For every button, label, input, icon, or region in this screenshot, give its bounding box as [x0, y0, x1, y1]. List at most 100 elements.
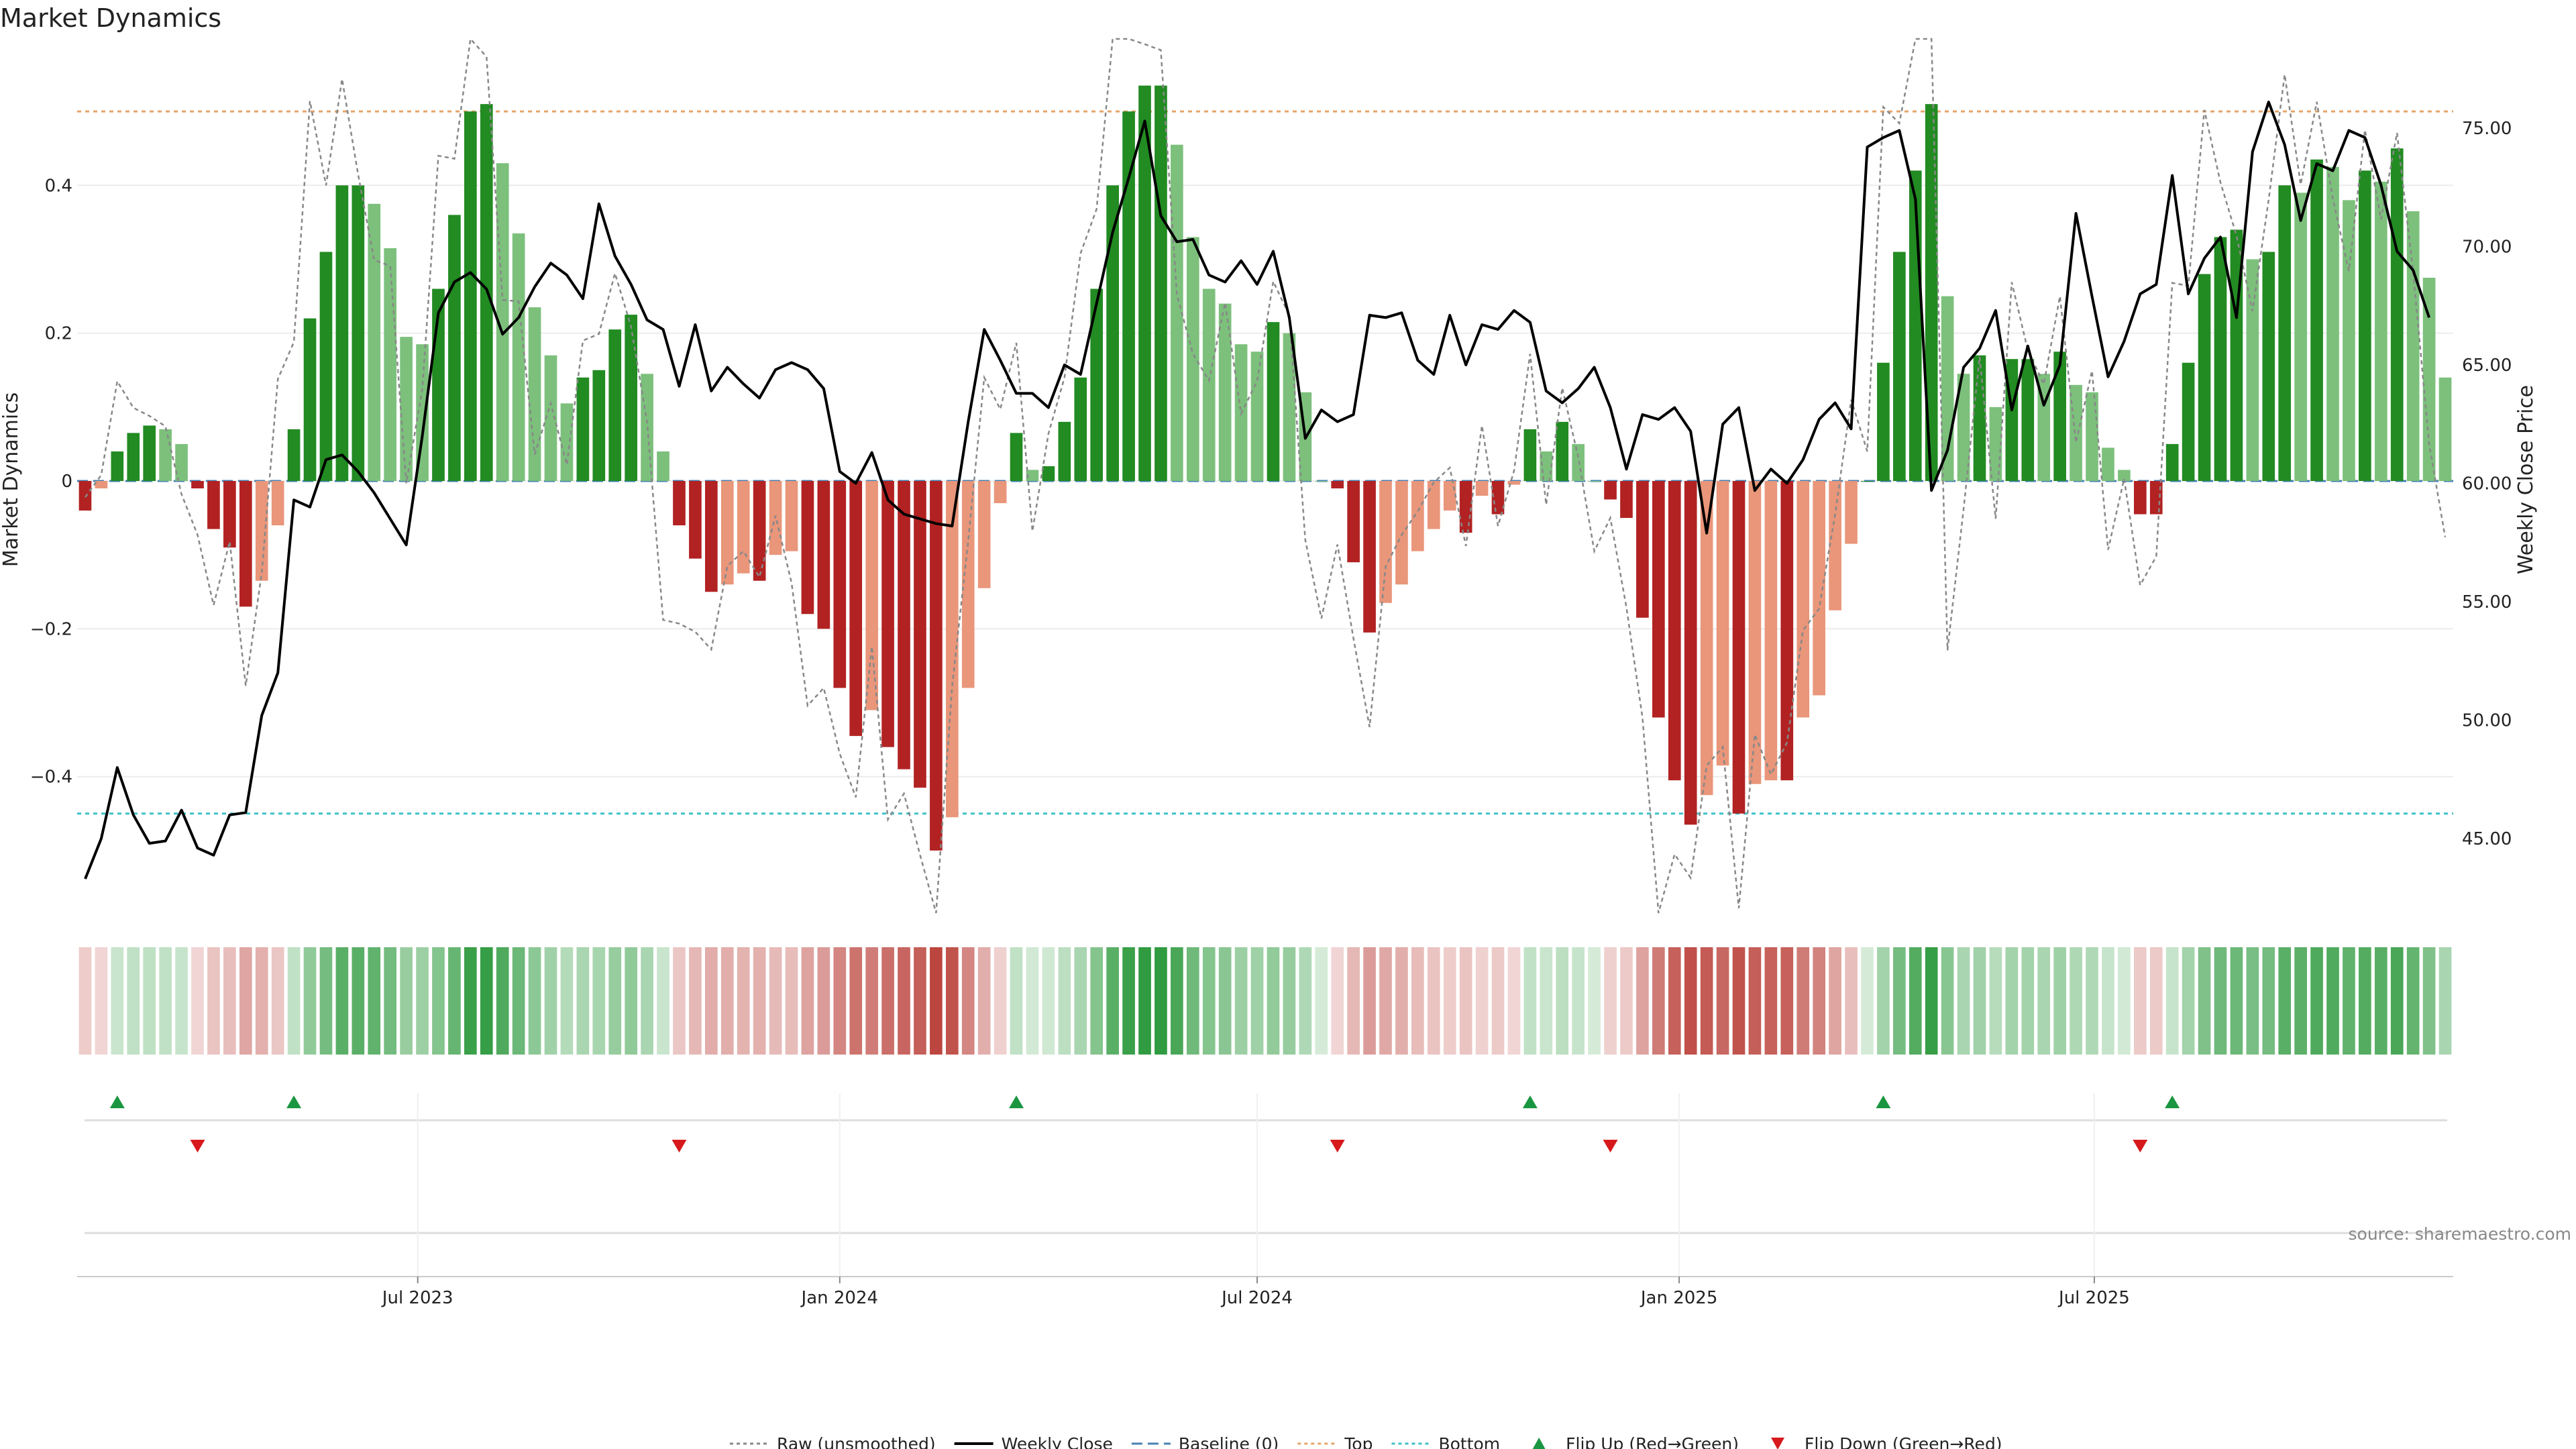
bar	[625, 315, 638, 481]
bar	[191, 481, 204, 489]
right-axis-ticks: 45.00 50.00 55.00 60.00 65.00 70.00 75.00	[2462, 119, 2512, 849]
bar	[977, 481, 991, 588]
bar	[303, 318, 317, 481]
bar	[319, 252, 333, 481]
regime-heat-strip	[78, 947, 2452, 1055]
bar	[159, 429, 172, 481]
strip-cell	[1395, 947, 1408, 1055]
strip-cell	[207, 947, 220, 1055]
strip-cell	[1122, 947, 1135, 1055]
legend-swatch-flip_up	[1532, 1438, 1546, 1449]
bar	[143, 425, 156, 481]
strip-cell	[961, 947, 975, 1055]
flip-up-marker	[2165, 1095, 2180, 1108]
bar	[2246, 259, 2259, 481]
strip-cell	[2102, 947, 2114, 1055]
left-tick-label: 0	[61, 472, 72, 492]
strip-cell	[2005, 947, 2019, 1055]
strip-cell	[1363, 947, 1376, 1055]
bar	[2359, 170, 2371, 481]
bar	[1556, 421, 1569, 481]
bar	[898, 481, 910, 769]
strip-cell	[592, 947, 606, 1055]
strip-cell	[1572, 947, 1585, 1055]
right-tick-label: 60.00	[2462, 474, 2512, 494]
strip-cell	[1379, 947, 1392, 1055]
strip-cell	[641, 947, 653, 1055]
strip-cell	[704, 947, 718, 1055]
bar	[817, 481, 830, 629]
strip-cell	[801, 947, 814, 1055]
strip-cell	[480, 947, 493, 1055]
bar	[1652, 481, 1665, 718]
left-tick-label: −0.2	[30, 619, 72, 639]
bar	[271, 481, 284, 526]
bar	[1171, 144, 1183, 481]
strip-cell	[1700, 947, 1713, 1055]
strip-cell	[2230, 947, 2243, 1055]
legend-label-baseline: Baseline (0)	[1179, 1434, 1279, 1449]
bar	[704, 481, 718, 592]
strip-cell	[1331, 947, 1344, 1055]
right-axis-label: Weekly Close Price	[2514, 385, 2538, 574]
bar	[881, 481, 894, 747]
bar	[849, 481, 863, 737]
flip-down-marker	[1603, 1140, 1618, 1152]
bar	[2374, 181, 2387, 481]
strip-cell	[2037, 947, 2051, 1055]
left-tick-label: 0.2	[45, 324, 72, 344]
bar	[2438, 377, 2452, 481]
strip-cell	[1540, 947, 1553, 1055]
legend-label-raw: Raw (unsmoothed)	[777, 1434, 936, 1449]
bar	[1202, 288, 1216, 481]
bar	[2310, 159, 2323, 481]
strip-cell	[1652, 947, 1665, 1055]
strip-cell	[1315, 947, 1328, 1055]
bar	[833, 481, 847, 688]
bar	[223, 481, 236, 548]
bar	[720, 481, 734, 585]
strip-cell	[1026, 947, 1039, 1055]
bar	[1331, 481, 1344, 489]
bar	[1138, 85, 1151, 482]
right-tick-label: 50.00	[2462, 711, 2512, 731]
x-axis-ticks: Jul 2023 Jan 2024 Jul 2024 Jan 2025 Jul 2025	[381, 1277, 2130, 1308]
strip-cell	[1347, 947, 1360, 1055]
strip-cell	[2182, 947, 2195, 1055]
bar	[400, 337, 413, 481]
strip-cell	[271, 947, 284, 1055]
strip-cell	[416, 947, 429, 1055]
flip-up-marker	[286, 1095, 302, 1108]
bar	[464, 111, 477, 481]
strip-cell	[608, 947, 622, 1055]
bar	[384, 248, 397, 481]
strip-cell	[1475, 947, 1489, 1055]
strip-cell	[448, 947, 461, 1055]
x-tick-label: Jul 2023	[381, 1288, 453, 1308]
right-tick-label: 70.00	[2462, 237, 2512, 257]
bar	[416, 344, 429, 481]
bar	[2262, 252, 2275, 481]
strip-cell	[1171, 947, 1183, 1055]
strip-cell	[1748, 947, 1762, 1055]
strip-cell	[528, 947, 541, 1055]
strip-cell	[2165, 947, 2179, 1055]
bar	[1395, 481, 1408, 585]
flip-up-marker	[1009, 1095, 1024, 1108]
legend-label-flip_down: Flip Down (Green→Red)	[1805, 1434, 2002, 1449]
bar	[1572, 443, 1585, 481]
strip-cell	[1556, 947, 1569, 1055]
right-tick-label: 75.00	[2462, 119, 2512, 139]
bar	[2182, 362, 2195, 481]
strip-cell	[368, 947, 381, 1055]
bar	[1347, 481, 1360, 563]
strip-cell	[127, 947, 140, 1055]
bar	[239, 481, 252, 607]
chart-title: Market Dynamics	[0, 3, 221, 33]
strip-cell	[2390, 947, 2404, 1055]
strip-cell	[1620, 947, 1633, 1055]
bar	[368, 203, 381, 481]
strip-cell	[2422, 947, 2436, 1055]
strip-cell	[143, 947, 156, 1055]
legend-label-price: Weekly Close	[1002, 1434, 1113, 1449]
